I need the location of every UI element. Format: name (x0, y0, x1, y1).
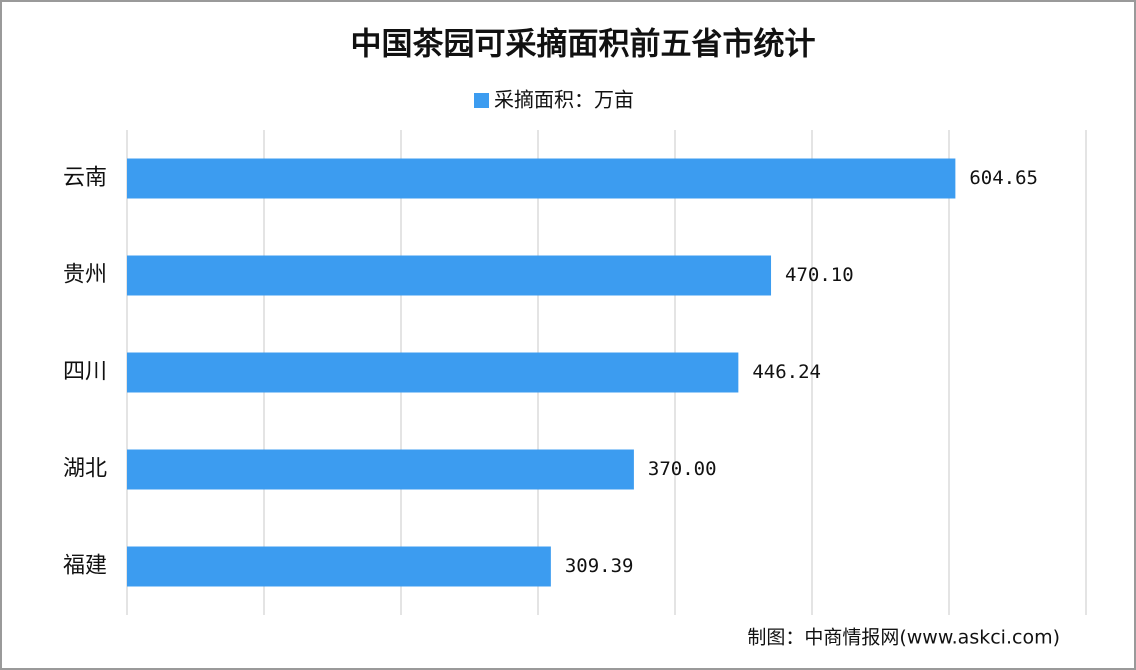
data-label: 446.24 (752, 361, 821, 383)
legend-label: 采摘面积：万亩 (494, 88, 634, 112)
legend-swatch (474, 93, 489, 108)
y-tick-label: 福建 (63, 554, 107, 579)
source-note: 制图：中商情报网(www.askci.com) (747, 627, 1060, 649)
y-tick-label: 贵州 (63, 263, 107, 288)
bar (127, 449, 634, 490)
bar (127, 546, 551, 587)
bar (127, 255, 772, 296)
chart-title: 中国茶园可采摘面积前五省市统计 (351, 27, 816, 63)
bar (127, 158, 956, 199)
data-label: 470.10 (785, 264, 854, 286)
data-label: 604.65 (969, 167, 1038, 189)
y-tick-label: 四川 (63, 360, 107, 385)
bar (127, 352, 739, 393)
y-tick-label: 云南 (63, 166, 107, 191)
data-label: 309.39 (565, 555, 634, 577)
y-tick-label: 湖北 (63, 457, 107, 482)
data-label: 370.00 (648, 458, 717, 480)
